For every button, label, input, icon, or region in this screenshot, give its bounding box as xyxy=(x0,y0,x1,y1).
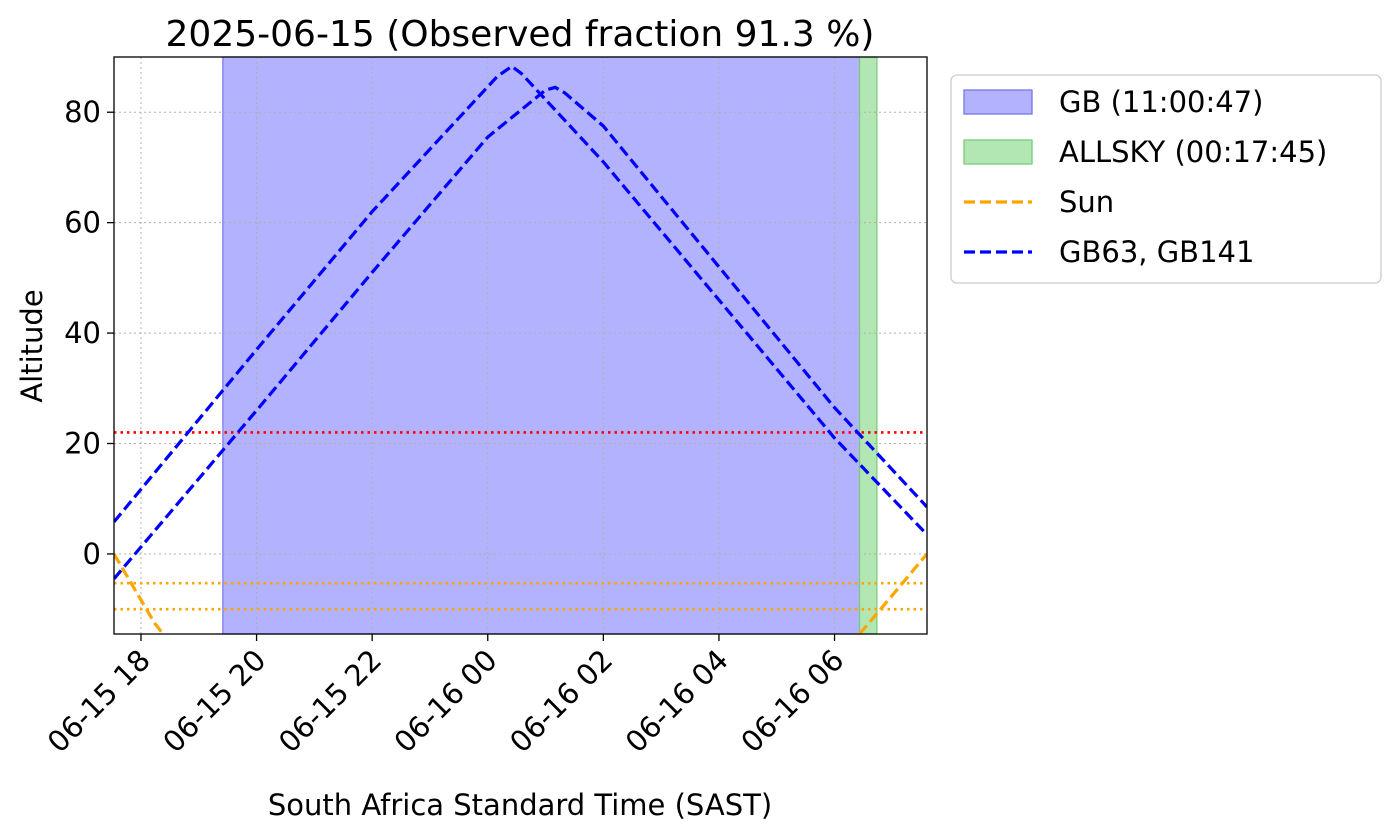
series-line-2 xyxy=(114,64,927,536)
plot-frame xyxy=(113,56,928,635)
x-tick-label-3: 06-16 00 xyxy=(387,643,503,759)
y-tick-label-2: 40 xyxy=(64,316,101,350)
x-tick-label-1: 06-15 20 xyxy=(156,643,272,759)
legend: GB (11:00:47) ALLSKY (00:17:45) Sun GB63, G… xyxy=(950,74,1382,284)
chart-title: 2025-06-15 (Observed fraction 91.3 %) xyxy=(166,14,875,55)
series-line-0 xyxy=(114,553,165,634)
series-group xyxy=(114,64,927,634)
x-tick-label-4: 06-16 02 xyxy=(503,643,619,759)
y-tick-label-1: 20 xyxy=(64,427,101,461)
series-line-3 xyxy=(114,85,927,580)
series-line-1 xyxy=(858,552,927,634)
legend-swatch-0 xyxy=(963,89,1033,115)
legend-box xyxy=(950,74,1382,284)
x-axis-label: South Africa Standard Time (SAST) xyxy=(268,788,772,822)
legend-label-0: GB (11:00:47) xyxy=(1059,85,1263,119)
legend-swatch-1 xyxy=(963,139,1033,165)
x-tick-label-6: 06-16 06 xyxy=(734,643,850,759)
y-tick-label-3: 60 xyxy=(64,206,101,240)
y-axis-label: Altitude xyxy=(15,289,49,402)
x-tick-label-2: 06-15 22 xyxy=(272,643,388,759)
legend-label-3: GB63, GB141 xyxy=(1059,235,1254,269)
legend-label-2: Sun xyxy=(1059,185,1114,219)
shaded-interval-1 xyxy=(858,56,878,635)
shaded-interval-0 xyxy=(222,56,861,635)
x-tick-label-5: 06-16 04 xyxy=(619,643,735,759)
y-tick-label-0: 0 xyxy=(83,537,101,571)
x-tick-label-0: 06-15 18 xyxy=(41,643,157,759)
y-tick-label-4: 80 xyxy=(64,95,101,129)
legend-label-1: ALLSKY (00:17:45) xyxy=(1059,135,1327,169)
